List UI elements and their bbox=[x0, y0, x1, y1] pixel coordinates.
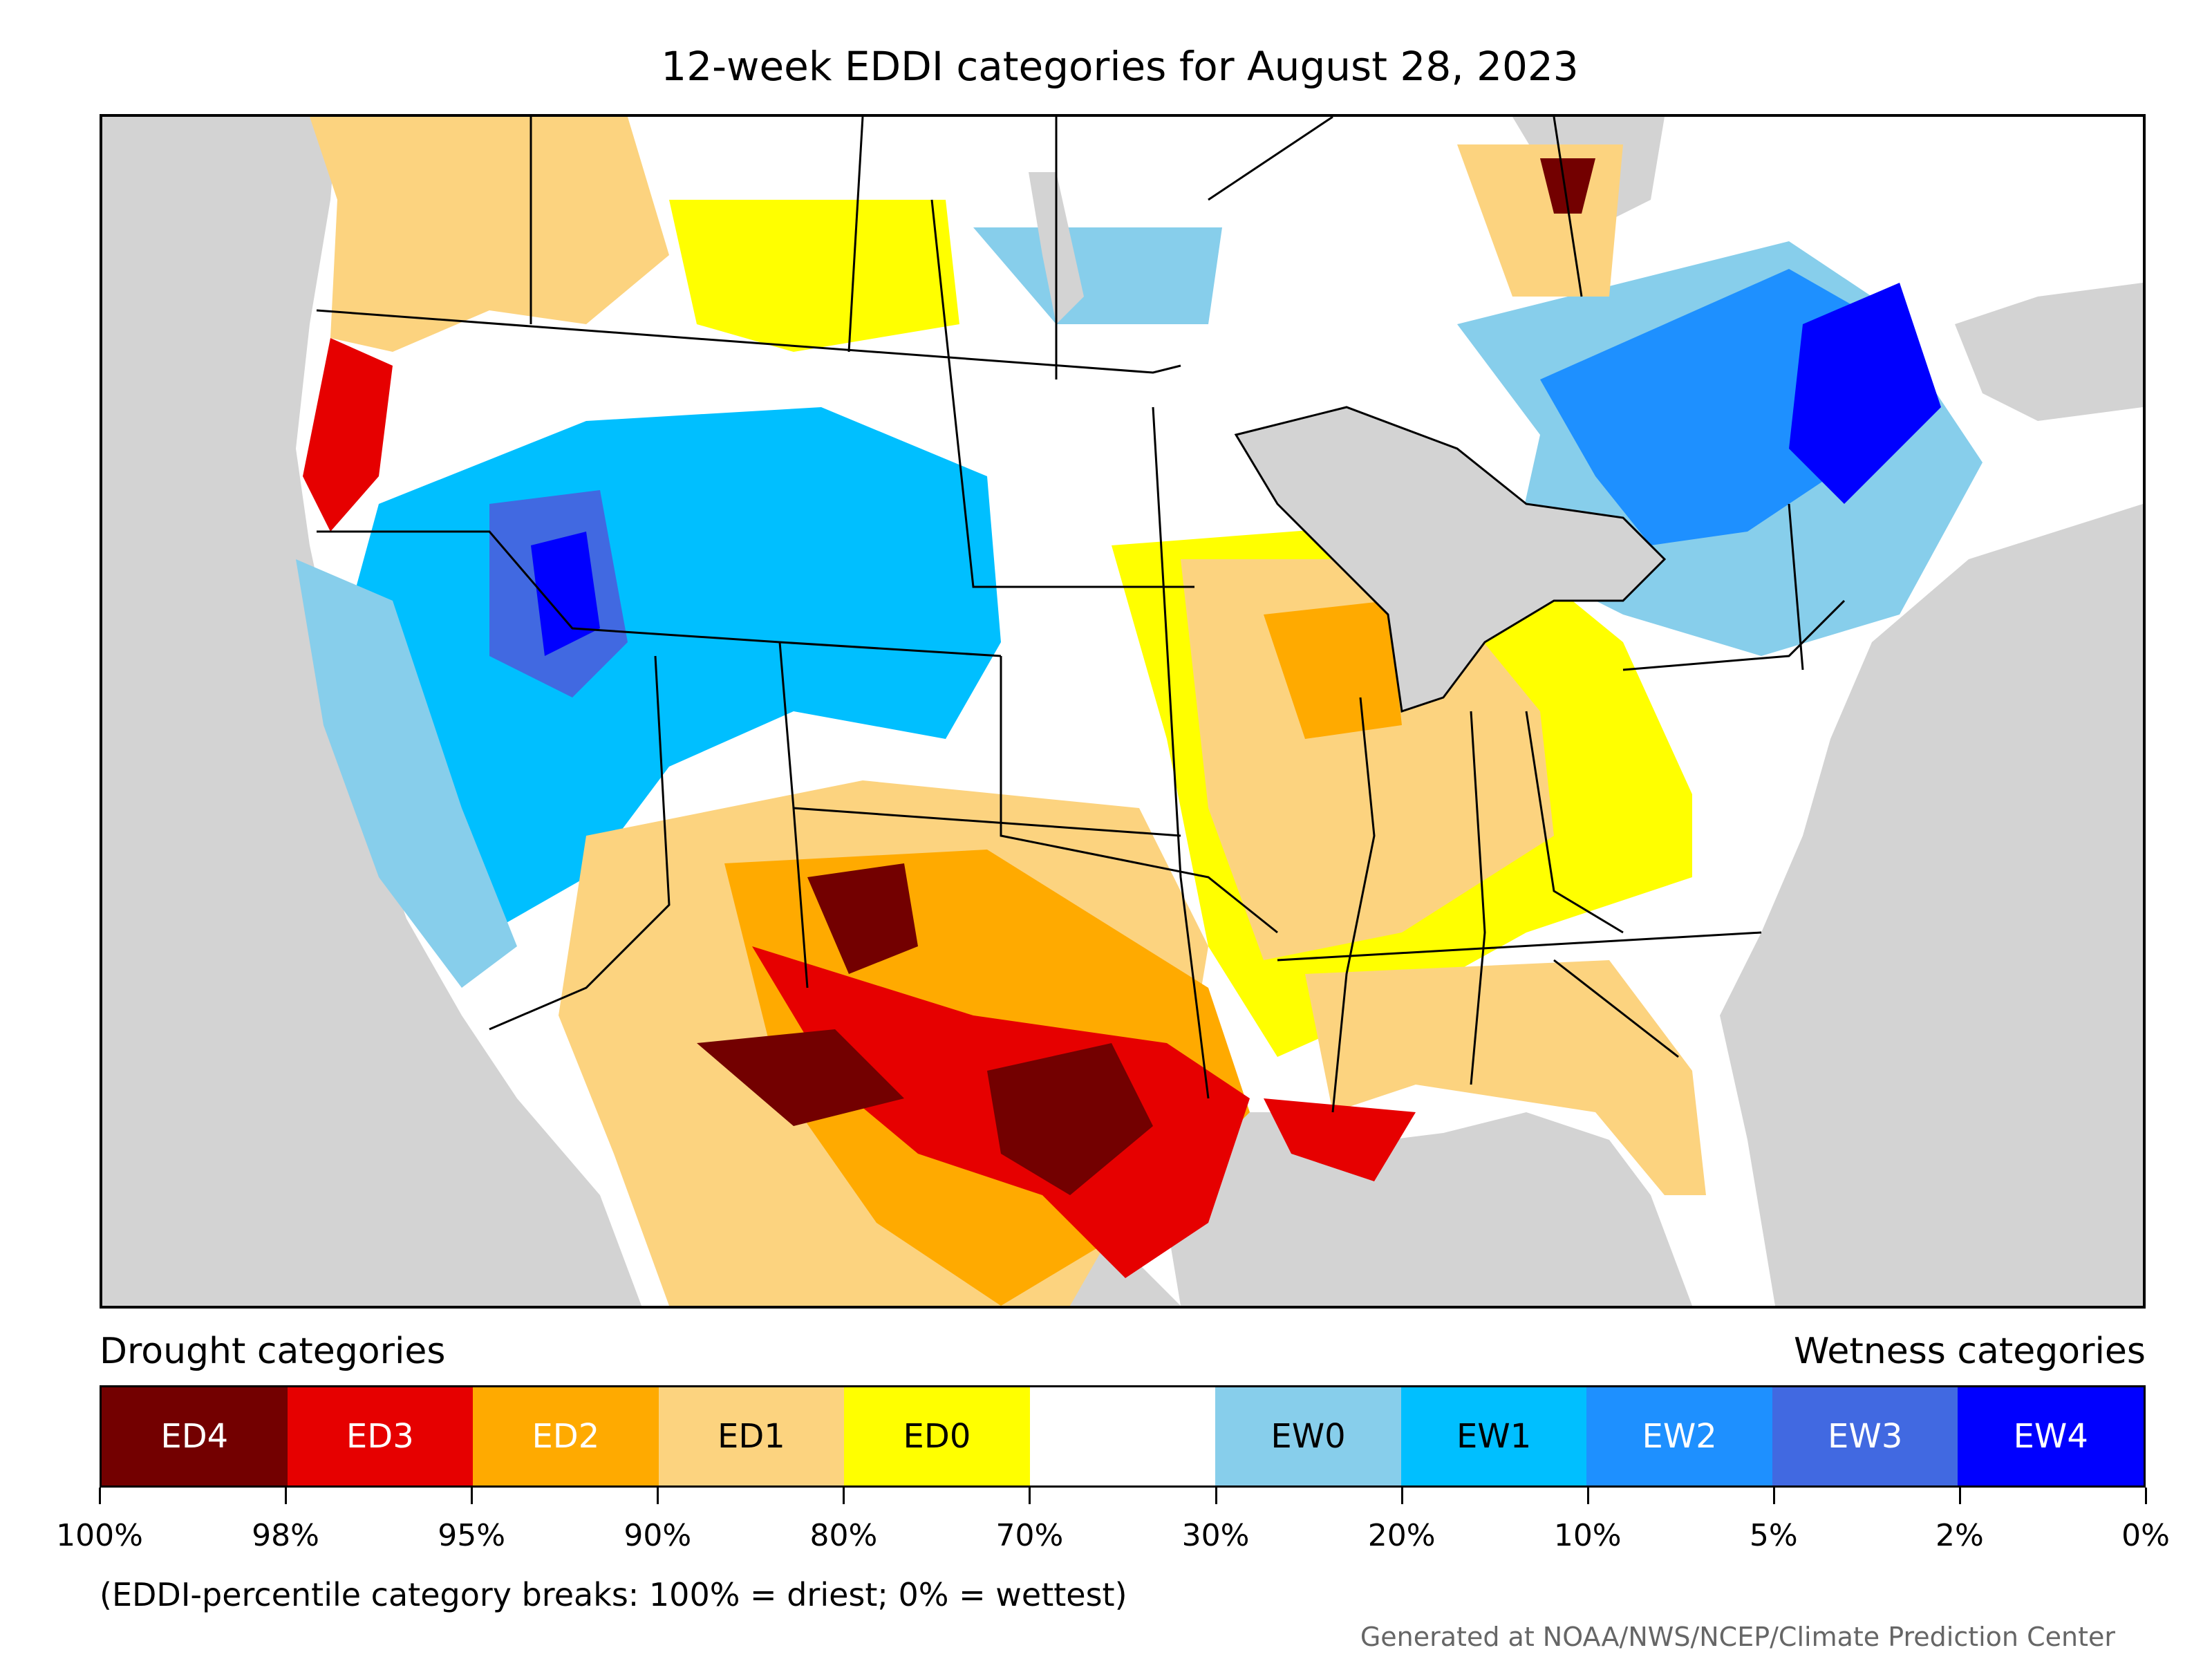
legend-segment-ed4: ED4 bbox=[102, 1387, 288, 1485]
category-colorbar: ED4 ED3 ED2 ED1 ED0 EW0 EW1 EW2 EW3 EW4 bbox=[100, 1385, 2146, 1488]
tick-mark bbox=[1772, 1488, 1775, 1504]
wetness-categories-heading: Wetness categories bbox=[1794, 1331, 2146, 1372]
gulf-st-lawrence bbox=[1955, 283, 2143, 421]
region-ed0-canada-plains bbox=[669, 200, 959, 352]
region-ed4-border bbox=[697, 1029, 904, 1126]
region-ew4-maine bbox=[1789, 283, 1941, 504]
region-ed1-southeast bbox=[1305, 960, 1706, 1195]
tick-label: 95% bbox=[438, 1518, 506, 1553]
tick-label: 2% bbox=[1936, 1518, 1984, 1553]
map-title: 12-week EDDI categories for August 28, 2… bbox=[661, 43, 1579, 90]
region-ew2-quebec bbox=[1540, 269, 1886, 545]
legend-segment-ed1: ED1 bbox=[658, 1387, 845, 1485]
tick-label: 70% bbox=[995, 1518, 1064, 1553]
tick-mark bbox=[1029, 1488, 1031, 1504]
region-ed4-new-mexico bbox=[807, 863, 918, 974]
tick-label: 80% bbox=[809, 1518, 878, 1553]
legend-segment-ew1: EW1 bbox=[1400, 1387, 1587, 1485]
tick-mark bbox=[1215, 1488, 1217, 1504]
tick-mark bbox=[99, 1488, 101, 1504]
tick-label: 100% bbox=[56, 1518, 143, 1553]
tick-label: 0% bbox=[2121, 1518, 2170, 1553]
tick-mark bbox=[285, 1488, 288, 1504]
category-break-note: (EDDI-percentile category breaks: 100% =… bbox=[100, 1576, 1127, 1613]
region-ed1-northwest bbox=[310, 117, 669, 352]
legend-segment-ed3: ED3 bbox=[287, 1387, 474, 1485]
legend-segment-normal bbox=[1029, 1387, 1216, 1485]
tick-label: 90% bbox=[624, 1518, 692, 1553]
legend-segment-ed0: ED0 bbox=[844, 1387, 1030, 1485]
credit-line: Generated at NOAA/NWS/NCEP/Climate Predi… bbox=[1360, 1622, 2115, 1652]
tick-label: 5% bbox=[1749, 1518, 1798, 1553]
great-lakes bbox=[1234, 406, 1667, 713]
tick-mark bbox=[843, 1488, 845, 1504]
map-canvas bbox=[102, 117, 2143, 1306]
region-ew0-canada bbox=[973, 227, 1222, 324]
political-borders bbox=[316, 117, 1846, 1113]
tick-mark bbox=[1586, 1488, 1589, 1504]
legend-segment-ew0: EW0 bbox=[1215, 1387, 1401, 1485]
legend-segment-ed2: ED2 bbox=[473, 1387, 659, 1485]
gulf-of-mexico bbox=[1153, 1112, 1692, 1306]
tick-label: 98% bbox=[252, 1518, 319, 1553]
tick-mark bbox=[657, 1488, 659, 1504]
region-ed3-oregon-coast bbox=[303, 338, 393, 532]
tick-mark bbox=[2145, 1488, 2147, 1504]
tick-mark bbox=[1400, 1488, 1403, 1504]
legend-segment-ew3: EW3 bbox=[1772, 1387, 1958, 1485]
region-ed2-iowa bbox=[1264, 601, 1402, 739]
tick-label: 30% bbox=[1181, 1518, 1250, 1553]
drought-categories-heading: Drought categories bbox=[100, 1331, 446, 1372]
pacific-ocean bbox=[102, 117, 641, 1306]
tick-label: 20% bbox=[1367, 1518, 1436, 1553]
region-ew0-california bbox=[296, 559, 517, 988]
region-ed3-louisiana bbox=[1264, 1098, 1416, 1181]
legend-segment-ew4: EW4 bbox=[1958, 1387, 2144, 1485]
tick-mark bbox=[471, 1488, 474, 1504]
legend-segment-ew2: EW2 bbox=[1586, 1387, 1772, 1485]
tick-label: 10% bbox=[1553, 1518, 1622, 1553]
region-ew4-core bbox=[531, 532, 600, 656]
region-ed4-ontario bbox=[1540, 158, 1595, 214]
percentile-ticks: 100% 98% 95% 90% 80% 70% 30% 20% 10% 5% 2% 0% bbox=[56, 1488, 2170, 1553]
tick-mark bbox=[1958, 1488, 1961, 1504]
region-ed4-texas bbox=[987, 1043, 1153, 1195]
atlantic-ocean bbox=[1720, 504, 2143, 1306]
eddi-map bbox=[100, 114, 2146, 1309]
